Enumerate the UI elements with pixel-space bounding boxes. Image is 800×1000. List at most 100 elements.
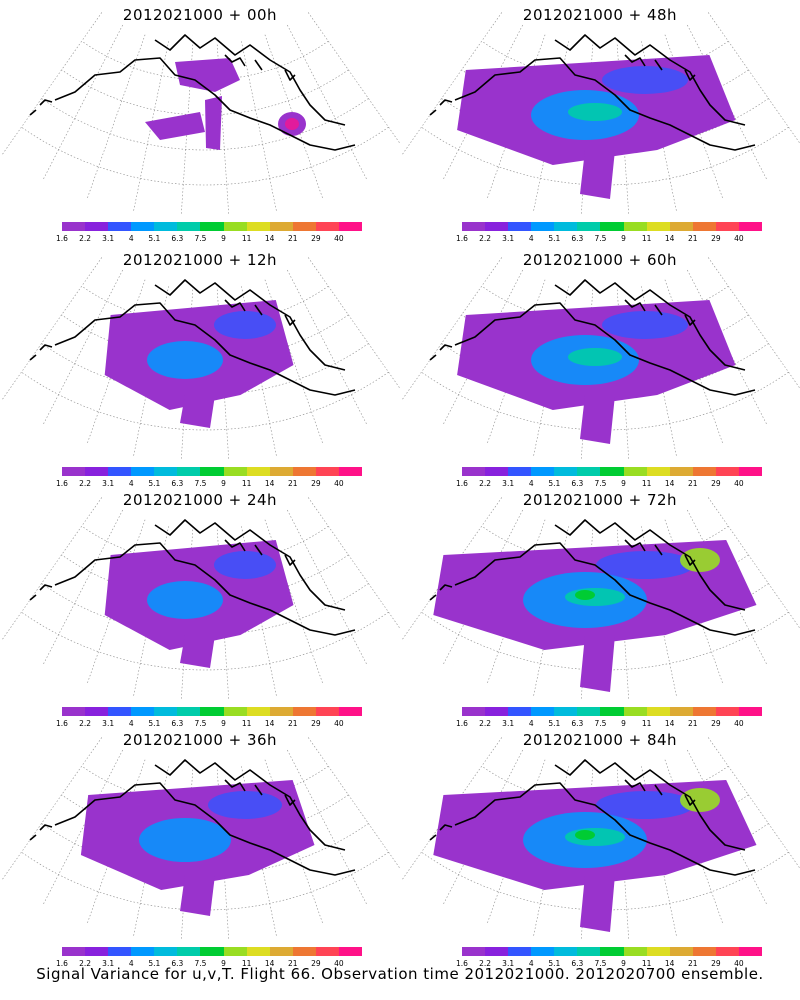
colorbar-tick-label: 5.1 bbox=[548, 479, 561, 488]
variance-map bbox=[1, 737, 400, 940]
colorbar-tick-label: 2.2 bbox=[479, 719, 492, 728]
colorbar-tick-label: 1.6 bbox=[456, 719, 468, 728]
map-panel: 2012021000 + 36h 1.6 2.2 3.1 4 5.1 6.3 7.5 9 11 14… bbox=[0, 725, 400, 970]
colorbar bbox=[462, 222, 763, 231]
colorbar-labels: 1.6 2.2 3.1 4 5.1 6.3 7.5 9 11 14 21 29 40 bbox=[456, 959, 762, 969]
colorbar-swatch bbox=[669, 467, 693, 476]
colorbar-tick-label: 11 bbox=[641, 959, 652, 968]
panel-title: 2012021000 + 72h bbox=[522, 491, 678, 509]
colorbar-tick-label: 29 bbox=[311, 234, 321, 243]
colorbar-swatch bbox=[292, 467, 316, 476]
colorbar bbox=[62, 222, 363, 231]
colorbar-swatch bbox=[154, 707, 178, 716]
colorbar-swatch bbox=[108, 467, 132, 476]
map-domain bbox=[1, 12, 400, 215]
colorbar-tick-label: 1.6 bbox=[456, 959, 468, 968]
colorbar-swatch bbox=[738, 467, 763, 476]
colorbar-swatch bbox=[600, 222, 624, 231]
colorbar-swatch bbox=[177, 222, 201, 231]
colorbar-swatch bbox=[554, 947, 578, 956]
colorbar-tick-label: 9 bbox=[621, 959, 626, 968]
colorbar-swatch bbox=[338, 222, 363, 231]
colorbar-labels: 1.6 2.2 3.1 4 5.1 6.3 7.5 9 11 14 21 29 40 bbox=[456, 234, 762, 244]
colorbar-swatch bbox=[62, 707, 86, 716]
colorbar-tick-label: 21 bbox=[287, 479, 298, 488]
colorbar-swatch bbox=[531, 947, 555, 956]
map-panel: 2012021000 + 00h 1.6 2.2 3.1 4 5.1 6.3 7.5 9 11 14… bbox=[0, 0, 400, 245]
colorbar-tick-label: 9 bbox=[621, 479, 626, 488]
colorbar-tick-label: 5.1 bbox=[148, 234, 161, 243]
colorbar-swatch bbox=[85, 467, 109, 476]
colorbar-swatch bbox=[177, 947, 201, 956]
colorbar-swatch bbox=[508, 707, 532, 716]
colorbar-tick-label: 7.5 bbox=[194, 234, 207, 243]
colorbar-tick-label: 21 bbox=[687, 719, 698, 728]
colorbar-swatch bbox=[485, 947, 509, 956]
colorbar-swatch bbox=[531, 707, 555, 716]
colorbar-swatch bbox=[577, 467, 601, 476]
colorbar-swatch bbox=[669, 707, 693, 716]
variance-map bbox=[1, 497, 400, 700]
colorbar-labels: 1.6 2.2 3.1 4 5.1 6.3 7.5 9 11 14 21 29 40 bbox=[56, 234, 362, 244]
colorbar-tick-label: 14 bbox=[264, 234, 275, 243]
colorbar-swatch bbox=[623, 467, 647, 476]
coastlines bbox=[429, 279, 756, 396]
colorbar-swatch bbox=[315, 707, 339, 716]
colorbar-swatch bbox=[85, 947, 109, 956]
colorbar-labels: 1.6 2.2 3.1 4 5.1 6.3 7.5 9 11 14 21 29 40 bbox=[56, 479, 362, 489]
panel-title: 2012021000 + 84h bbox=[522, 731, 678, 749]
colorbar-tick-label: 3.1 bbox=[502, 479, 515, 488]
colorbar-tick-label: 3.1 bbox=[102, 234, 115, 243]
colorbar-swatch bbox=[292, 947, 316, 956]
coastlines bbox=[429, 519, 756, 636]
colorbar-tick-label: 21 bbox=[687, 234, 698, 243]
colorbar-swatch bbox=[508, 467, 532, 476]
colorbar-swatch bbox=[715, 707, 739, 716]
coastlines bbox=[29, 759, 356, 876]
colorbar-swatch bbox=[692, 707, 716, 716]
coastlines bbox=[429, 34, 756, 151]
panel-title: 2012021000 + 00h bbox=[122, 6, 278, 24]
colorbar-swatch bbox=[738, 947, 763, 956]
colorbar-swatch bbox=[246, 707, 270, 716]
colorbar-swatch bbox=[692, 467, 716, 476]
map-panel: 2012021000 + 12h 1.6 2.2 3.1 4 5.1 6.3 7.5 9 11 14… bbox=[0, 245, 400, 490]
colorbar-swatch bbox=[715, 467, 739, 476]
colorbar-swatch bbox=[269, 707, 293, 716]
colorbar bbox=[62, 467, 363, 476]
colorbar-tick-label: 7.5 bbox=[594, 959, 607, 968]
colorbar-tick-label: 21 bbox=[687, 959, 698, 968]
colorbar-tick-label: 40 bbox=[334, 719, 344, 728]
colorbar-tick-label: 40 bbox=[734, 719, 744, 728]
colorbar-tick-label: 7.5 bbox=[194, 719, 207, 728]
colorbar-swatch bbox=[554, 467, 578, 476]
colorbar-labels: 1.6 2.2 3.1 4 5.1 6.3 7.5 9 11 14 21 29 40 bbox=[56, 959, 362, 969]
colorbar-tick-label: 11 bbox=[241, 479, 252, 488]
colorbar-swatch bbox=[600, 707, 624, 716]
colorbar-swatch bbox=[177, 707, 201, 716]
colorbar bbox=[62, 947, 363, 956]
colorbar-tick-label: 11 bbox=[641, 719, 652, 728]
colorbar-labels: 1.6 2.2 3.1 4 5.1 6.3 7.5 9 11 14 21 29 40 bbox=[456, 479, 762, 489]
variance-field bbox=[433, 780, 757, 932]
colorbar-tick-label: 9 bbox=[621, 234, 626, 243]
colorbar-swatch bbox=[131, 707, 155, 716]
colorbar-swatch bbox=[692, 947, 716, 956]
colorbar-tick-label: 5.1 bbox=[548, 959, 561, 968]
variance-field bbox=[457, 300, 736, 444]
colorbar-labels: 1.6 2.2 3.1 4 5.1 6.3 7.5 9 11 14 21 29 40 bbox=[56, 719, 362, 729]
colorbar-tick-label: 4 bbox=[128, 479, 134, 488]
colorbar-tick-label: 2.2 bbox=[79, 479, 92, 488]
colorbar-tick-label: 29 bbox=[311, 719, 321, 728]
colorbar-swatch bbox=[577, 222, 601, 231]
colorbar-swatch bbox=[715, 222, 739, 231]
colorbar-swatch bbox=[554, 707, 578, 716]
colorbar-swatch bbox=[508, 947, 532, 956]
colorbar-tick-label: 9 bbox=[221, 719, 226, 728]
colorbar-tick-label: 29 bbox=[711, 959, 721, 968]
colorbar-tick-label: 21 bbox=[287, 234, 298, 243]
variance-map bbox=[401, 737, 800, 940]
colorbar-tick-label: 11 bbox=[241, 959, 252, 968]
panel-title: 2012021000 + 60h bbox=[522, 251, 678, 269]
colorbar-tick-label: 9 bbox=[221, 959, 226, 968]
